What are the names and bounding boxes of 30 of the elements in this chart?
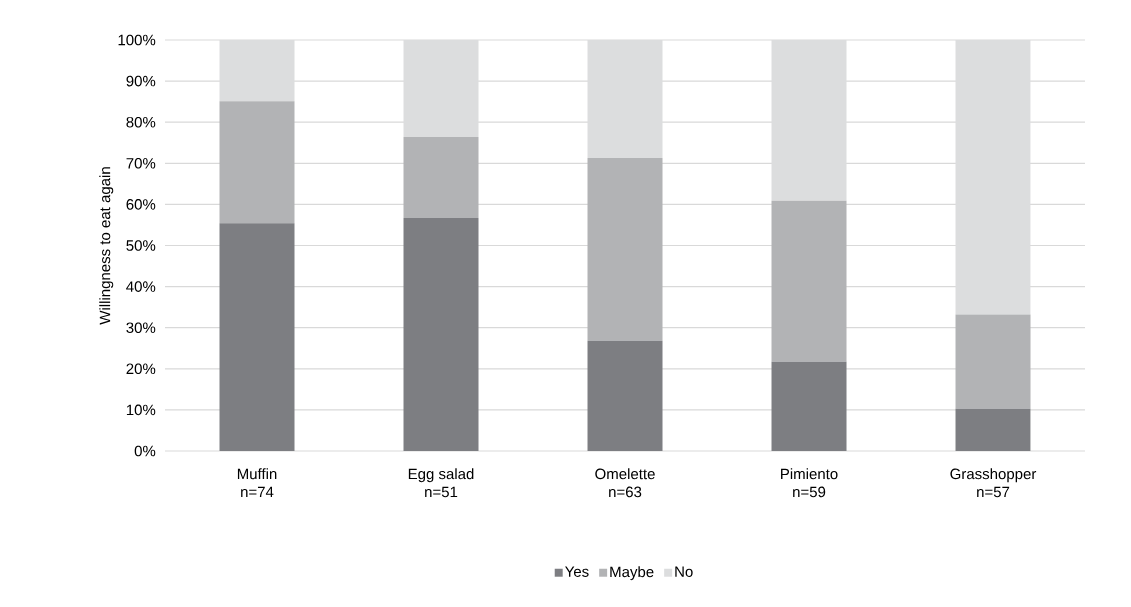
bar	[587, 340, 663, 451]
bar	[771, 361, 847, 451]
y-tick-label: 50%	[126, 240, 156, 251]
y-tick-label: 60%	[126, 199, 156, 210]
bar	[587, 157, 663, 341]
y-tick-label: 20%	[126, 363, 156, 375]
y-tick-label: 80%	[126, 116, 156, 128]
legend-label: Yes	[565, 566, 589, 577]
y-tick-label: 70%	[126, 157, 156, 169]
legend-label: Maybe	[610, 566, 654, 581]
y-tick-label: 100%	[118, 34, 156, 46]
y-tick-label: 40%	[126, 281, 156, 292]
y-axis-title: Willingness to eat again	[99, 167, 114, 325]
bar	[403, 136, 479, 218]
bar	[219, 223, 295, 451]
y-tick-label: 30%	[126, 322, 156, 333]
bar	[403, 217, 479, 451]
bar	[955, 408, 1031, 451]
y-tick-label: 0%	[134, 445, 156, 457]
bar	[219, 101, 295, 224]
x-tick-label: Pimiento n=59	[781, 468, 838, 498]
legend-label: No	[675, 566, 693, 577]
x-tick-label: Grasshopper n=57	[950, 468, 1037, 498]
x-tick-label: Egg salad n=51	[408, 468, 474, 498]
bar	[955, 314, 1031, 409]
y-tick-label: 90%	[126, 75, 156, 87]
x-tick-label: Omelette n=63	[595, 468, 655, 498]
bar	[771, 200, 847, 362]
x-tick-label: Muffin n=74	[237, 468, 277, 498]
y-tick-label: 10%	[126, 404, 156, 416]
